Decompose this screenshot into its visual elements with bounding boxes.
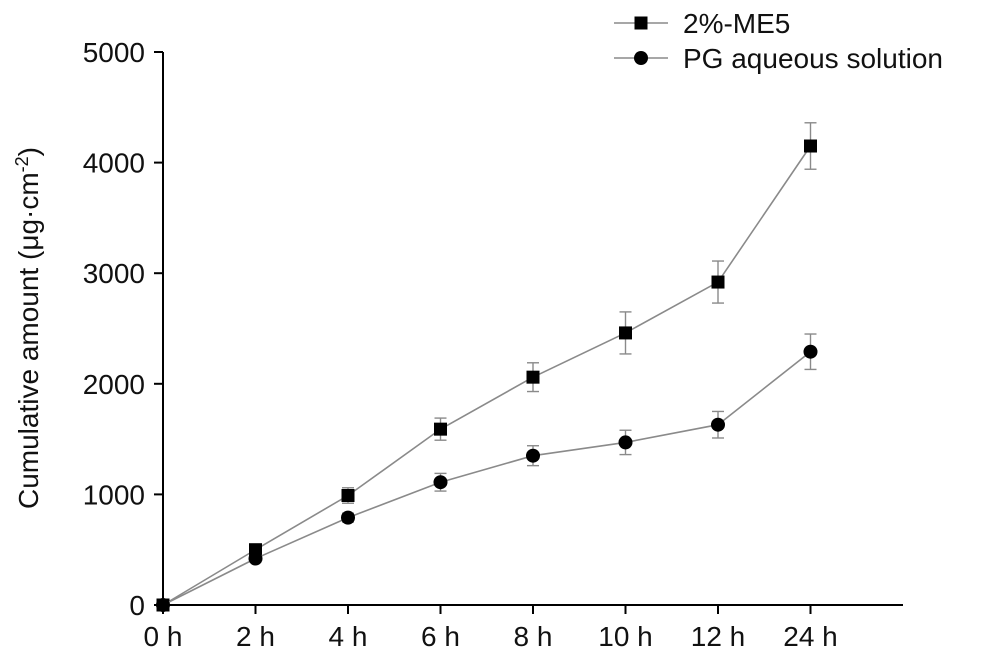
- data-point: [341, 489, 355, 503]
- series-1: [156, 122, 817, 612]
- x-tick-label: 2 h: [236, 621, 275, 652]
- y-tick-label: 3000: [83, 258, 145, 289]
- x-ticks: 0 h 2 h 4 h 6 h 8 h 10 h 12 h 24 h: [144, 605, 838, 652]
- data-point: [618, 435, 633, 450]
- x-tick-label: 6 h: [421, 621, 460, 652]
- y-tick-label: 5000: [83, 37, 145, 68]
- legend-marker: [634, 51, 648, 65]
- axes: [162, 52, 903, 606]
- series-2: [156, 333, 818, 612]
- legend-label: PG aqueous solution: [683, 43, 943, 74]
- series-line: [162, 351, 811, 606]
- data-point: [526, 448, 540, 463]
- x-tick-label: 4 h: [329, 621, 368, 652]
- y-tick-label: 4000: [83, 148, 145, 179]
- x-tick-label: 10 h: [598, 621, 653, 652]
- data-point: [341, 510, 355, 525]
- y-axis-title: Cumulative amount (μg·cm-2): [12, 147, 44, 509]
- x-tick-label: 0 h: [144, 621, 183, 652]
- series-line: [162, 145, 812, 606]
- x-tick-label: 8 h: [514, 621, 553, 652]
- data-point: [156, 598, 170, 612]
- legend-label: 2%-ME5: [683, 8, 790, 39]
- data-point: [619, 326, 632, 340]
- data-point: [803, 344, 818, 359]
- y-tick-label: 0: [129, 590, 145, 621]
- y-tick-label: 2000: [83, 369, 145, 400]
- data-point: [433, 475, 448, 490]
- y-tick-label: 1000: [83, 479, 145, 510]
- legend-item: 2%-ME5: [614, 8, 790, 39]
- data-point: [804, 139, 817, 153]
- x-tick-label: 24 h: [783, 621, 838, 652]
- data-point: [434, 422, 447, 436]
- data-point: [711, 417, 725, 432]
- x-tick-label: 12 h: [691, 621, 746, 652]
- data-point: [711, 275, 725, 289]
- legend-item: PG aqueous solution: [614, 43, 943, 74]
- data-point: [248, 551, 263, 566]
- series-layer: [156, 122, 818, 612]
- legend-marker: [634, 16, 648, 30]
- legend: 2%-ME5 PG aqueous solution: [614, 8, 943, 74]
- data-point: [526, 370, 540, 384]
- y-ticks: 0 1000 2000 3000 4000 5000: [83, 37, 163, 621]
